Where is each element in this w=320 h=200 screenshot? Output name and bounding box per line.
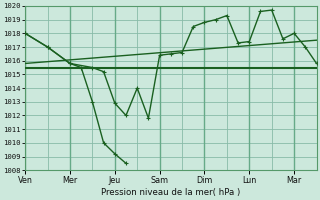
X-axis label: Pression niveau de la mer( hPa ): Pression niveau de la mer( hPa ) — [101, 188, 240, 197]
